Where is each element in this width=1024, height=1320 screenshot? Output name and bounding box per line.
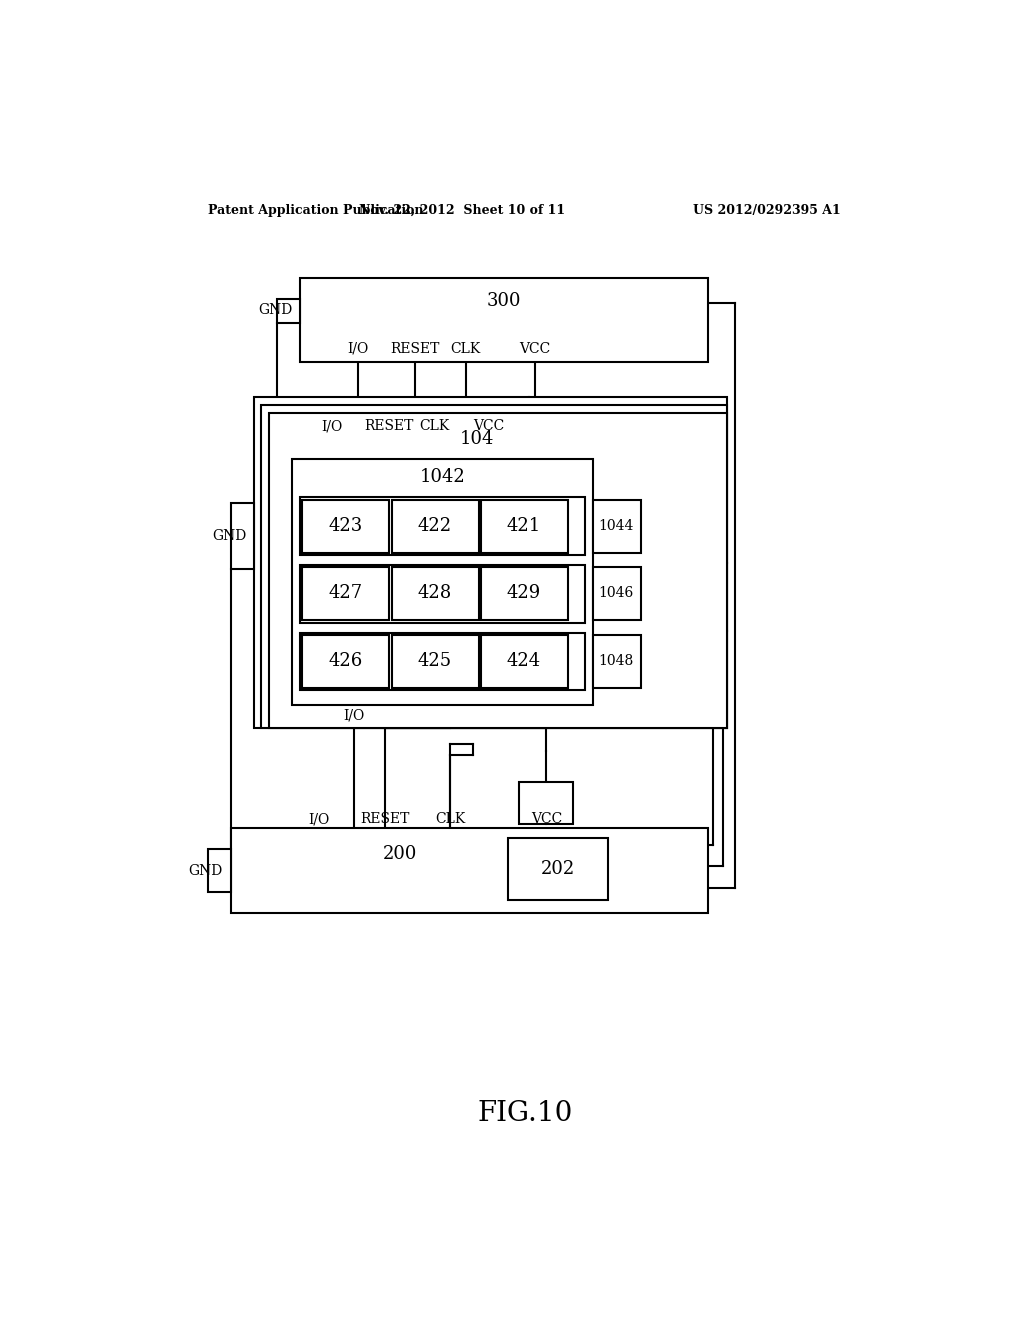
Text: 428: 428: [418, 585, 452, 602]
Text: CLK: CLK: [451, 342, 480, 355]
Text: I/O: I/O: [322, 420, 343, 433]
Text: I/O: I/O: [347, 342, 369, 355]
Text: 1048: 1048: [599, 655, 634, 668]
Bar: [300, 498, 585, 554]
Bar: [391, 635, 478, 688]
Bar: [300, 632, 585, 690]
Text: CLK: CLK: [435, 812, 465, 826]
Bar: [300, 565, 585, 623]
Text: 104: 104: [460, 430, 495, 449]
Text: FIG.10: FIG.10: [477, 1100, 572, 1127]
Bar: [481, 635, 568, 688]
Bar: [391, 568, 478, 620]
Text: RESET: RESET: [360, 812, 410, 826]
Text: RESET: RESET: [391, 342, 440, 355]
Text: 300: 300: [486, 292, 521, 310]
Text: 423: 423: [329, 516, 362, 535]
Text: VCC: VCC: [473, 420, 504, 433]
Bar: [302, 568, 389, 620]
Bar: [230, 503, 254, 569]
Bar: [508, 838, 608, 900]
Text: RESET: RESET: [364, 420, 414, 433]
Text: 426: 426: [329, 652, 362, 671]
Text: 1044: 1044: [599, 519, 634, 533]
Bar: [593, 568, 641, 620]
Bar: [302, 499, 389, 553]
Bar: [593, 635, 641, 688]
Bar: [481, 568, 568, 620]
Bar: [230, 829, 708, 913]
Bar: [391, 499, 478, 553]
Text: 425: 425: [418, 652, 452, 671]
Text: 429: 429: [507, 585, 541, 602]
Text: I/O: I/O: [308, 812, 330, 826]
Text: I/O: I/O: [343, 709, 365, 723]
Text: CLK: CLK: [420, 420, 450, 433]
Text: 1042: 1042: [420, 469, 465, 486]
Text: GND: GND: [212, 529, 246, 543]
Bar: [481, 499, 568, 553]
Bar: [300, 277, 708, 363]
Bar: [519, 781, 573, 825]
Text: VCC: VCC: [530, 812, 562, 826]
Text: 422: 422: [418, 516, 452, 535]
Bar: [269, 412, 727, 729]
Bar: [276, 298, 300, 322]
Text: VCC: VCC: [519, 342, 551, 355]
Text: 424: 424: [507, 652, 541, 671]
Text: 421: 421: [507, 516, 541, 535]
Bar: [261, 405, 727, 729]
Bar: [208, 850, 230, 892]
Text: 202: 202: [541, 861, 575, 878]
Text: 200: 200: [383, 845, 417, 863]
Bar: [292, 459, 593, 705]
Text: Nov. 22, 2012  Sheet 10 of 11: Nov. 22, 2012 Sheet 10 of 11: [358, 205, 564, 218]
Text: GND: GND: [188, 863, 223, 878]
Text: Patent Application Publication: Patent Application Publication: [208, 205, 423, 218]
Bar: [302, 635, 389, 688]
Text: US 2012/0292395 A1: US 2012/0292395 A1: [692, 205, 841, 218]
Text: 427: 427: [329, 585, 362, 602]
Text: GND: GND: [258, 302, 292, 317]
Text: 1046: 1046: [599, 586, 634, 601]
Bar: [593, 499, 641, 553]
Bar: [254, 397, 727, 729]
